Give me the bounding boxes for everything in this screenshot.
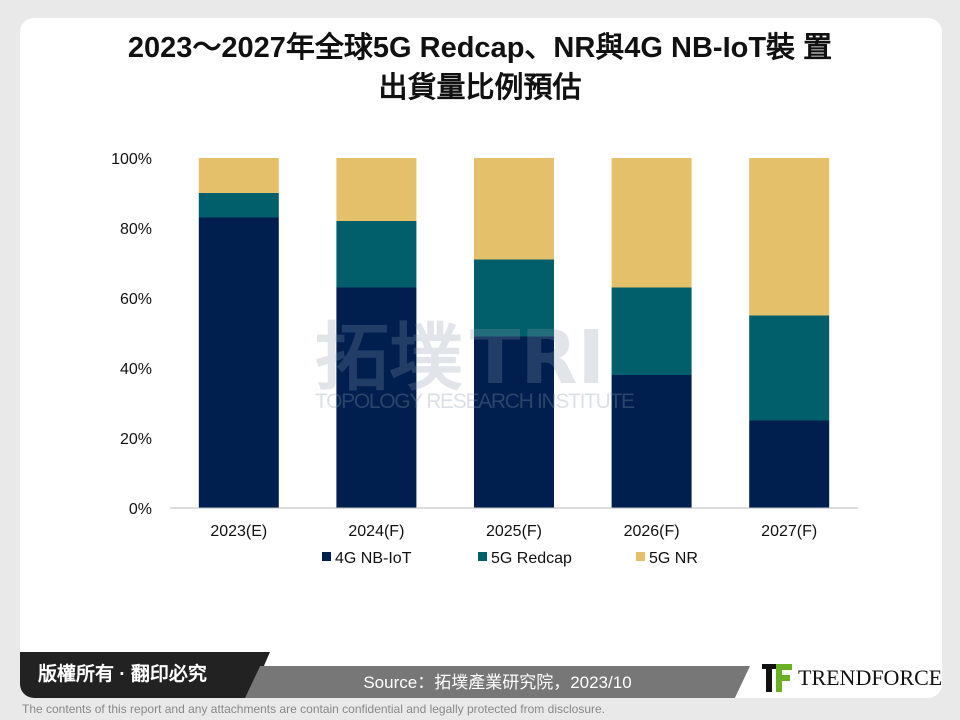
x-tick-label: 2024(F) <box>348 523 404 540</box>
source-banner: Source：拓墣產業研究院，2023/10 <box>245 666 750 698</box>
brand-name: TRENDFORCE <box>798 665 943 690</box>
title-line-2: 出貨量比例預估 <box>378 72 582 104</box>
x-tick-label: 2027(F) <box>761 523 817 540</box>
bar-segment <box>611 287 692 375</box>
y-tick-label: 20% <box>120 431 152 448</box>
bar-segment <box>474 158 554 260</box>
x-tick-label: 2023(E) <box>210 523 267 540</box>
y-tick-label: 0% <box>129 501 152 518</box>
bar-segment <box>749 158 830 316</box>
bar-segment <box>474 336 554 508</box>
bar-segment <box>749 420 830 508</box>
title-line-1: 2023～2027年全球5G Redcap、NR與4G NB-IoT裝 置 <box>127 32 833 64</box>
watermark-en: TOPOLOGY RESEARCH INSTITUTE <box>315 390 635 413</box>
x-tick-label: 2026(F) <box>624 523 680 540</box>
x-tick-label: 2025(F) <box>486 523 542 540</box>
legend-swatch <box>636 552 645 561</box>
disclaimer: The contents of this report and any atta… <box>22 702 605 716</box>
trendforce-logo-icon <box>762 664 792 692</box>
bar-segment <box>336 221 417 288</box>
bar-segment <box>611 375 692 508</box>
legend-swatch <box>322 552 331 561</box>
y-tick-label: 80% <box>120 221 152 238</box>
watermark-cn: 拓墣 <box>315 315 463 401</box>
bar-segment <box>474 259 554 337</box>
copyright-banner: 版權所有 · 翻印必究 <box>20 652 270 698</box>
bar-segment <box>198 158 279 193</box>
bar-segment <box>336 158 417 221</box>
chart-title: 2023～2027年全球5G Redcap、NR與4G NB-IoT裝 置出貨量… <box>0 28 960 108</box>
legend-label: 5G NR <box>649 550 698 567</box>
legend-label: 4G NB-IoT <box>335 550 412 567</box>
trendforce-logo: TRENDFORCE <box>762 664 942 692</box>
y-tick-label: 60% <box>120 291 152 308</box>
bar-segment <box>611 158 692 288</box>
bar-segment <box>749 315 830 421</box>
bar-segment <box>198 193 279 218</box>
y-tick-label: 40% <box>120 361 152 378</box>
watermark: 拓墣 TRI <box>315 315 605 401</box>
y-tick-label: 100% <box>111 151 152 168</box>
legend-swatch <box>478 552 487 561</box>
watermark-mark: TRI <box>470 315 605 401</box>
bar-segment <box>198 217 279 508</box>
bar-segment <box>336 287 417 508</box>
legend-label: 5G Redcap <box>491 550 572 567</box>
